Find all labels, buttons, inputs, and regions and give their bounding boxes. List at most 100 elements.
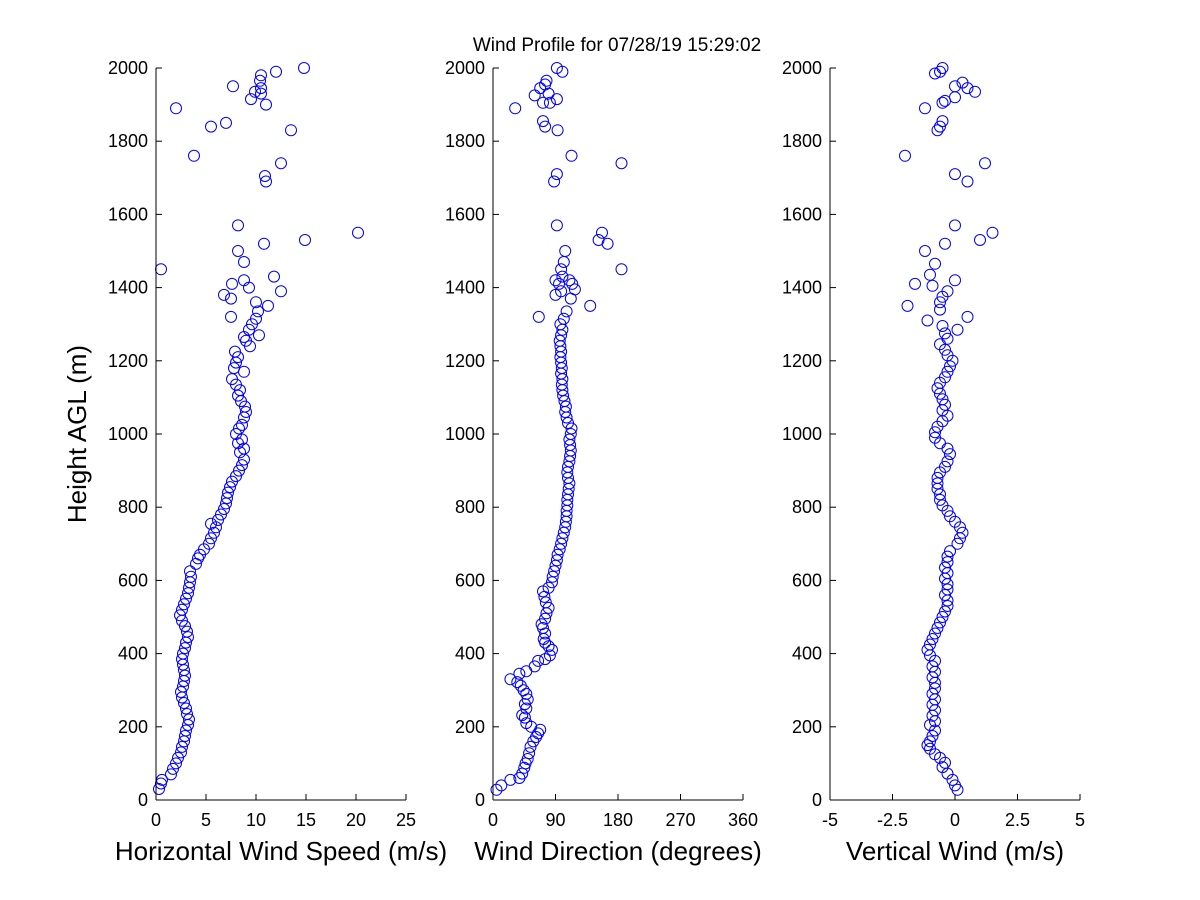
wind-direction-point xyxy=(553,543,566,556)
horizontal-wind-speed-point xyxy=(250,312,262,325)
wind-direction-point xyxy=(537,96,549,109)
vertical-wind-point xyxy=(924,268,936,281)
vertical-wind-point xyxy=(929,682,941,695)
wind-direction-point xyxy=(555,285,568,298)
wind-direction-points xyxy=(490,62,628,796)
horizontal-wind-speed-y-tick-label: 400 xyxy=(118,644,148,664)
horizontal-wind-speed-point xyxy=(259,170,271,182)
horizontal-wind-speed-point xyxy=(205,517,217,530)
vertical-wind-point xyxy=(956,76,969,89)
wind-direction-point xyxy=(521,753,534,765)
horizontal-wind-speed-point xyxy=(298,62,310,74)
vertical-wind-point xyxy=(986,226,999,239)
vertical-wind-point xyxy=(926,660,939,673)
wind-direction-x-tick-label: 360 xyxy=(728,810,758,830)
wind-direction-y-tick-label: 1400 xyxy=(445,278,485,298)
vertical-wind-point xyxy=(949,219,961,232)
horizontal-wind-speed-point xyxy=(258,237,270,250)
horizontal-wind-speed-y-tick-label: 200 xyxy=(118,717,148,737)
horizontal-wind-speed-point xyxy=(181,625,193,638)
horizontal-wind-speed-point xyxy=(180,592,192,605)
vertical-wind-point xyxy=(939,460,951,473)
horizontal-wind-speed-point xyxy=(260,98,272,111)
horizontal-wind-speed-point xyxy=(285,124,297,137)
horizontal-wind-speed-y-tick-label: 1000 xyxy=(108,424,148,444)
vertical-wind-point xyxy=(979,157,991,170)
horizontal-wind-speed-x-tick-label: 5 xyxy=(201,810,211,830)
horizontal-wind-speed-point xyxy=(253,329,265,342)
horizontal-wind-speed-point xyxy=(245,93,257,106)
vertical-wind-point xyxy=(951,537,964,550)
horizontal-wind-speed-point xyxy=(230,428,242,440)
horizontal-wind-speed-point xyxy=(181,708,193,720)
vertical-wind-point xyxy=(929,431,941,444)
horizontal-wind-speed-point xyxy=(172,751,184,764)
horizontal-wind-speed-point xyxy=(218,288,230,301)
horizontal-wind-speed-point xyxy=(230,470,242,483)
vertical-wind-point xyxy=(934,493,946,506)
wind-direction-point xyxy=(559,400,572,413)
vertical-wind-point xyxy=(956,526,969,539)
vertical-wind-point xyxy=(949,779,961,792)
horizontal-wind-speed-point xyxy=(153,783,165,795)
vertical-wind-point xyxy=(934,616,946,629)
vertical-wind-point xyxy=(919,245,931,257)
vertical-wind-point xyxy=(941,365,954,378)
horizontal-wind-speed-point xyxy=(232,219,244,232)
vertical-wind-y-tick-label: 0 xyxy=(812,790,822,810)
wind-direction-point xyxy=(550,93,563,106)
vertical-wind-point xyxy=(931,622,944,634)
wind-direction-y-tick-label: 1000 xyxy=(445,424,485,444)
horizontal-wind-speed-points xyxy=(153,62,364,795)
horizontal-wind-speed-point xyxy=(176,653,188,666)
wind-direction-point xyxy=(537,115,549,128)
vertical-wind-point xyxy=(934,296,946,309)
vertical-wind-x-tick-label: -2.5 xyxy=(877,810,908,830)
wind-direction-point xyxy=(518,711,531,724)
wind-direction-point xyxy=(543,96,556,109)
wind-direction-y-tick-label: 1800 xyxy=(445,131,485,151)
vertical-wind-point xyxy=(921,739,934,752)
vertical-wind-point xyxy=(929,426,941,439)
wind-direction-point xyxy=(562,417,574,429)
vertical-wind-point xyxy=(949,274,961,287)
horizontal-wind-speed-point xyxy=(275,285,287,298)
horizontal-wind-speed-point xyxy=(208,526,220,539)
wind-direction-point xyxy=(518,761,531,774)
wind-direction-point xyxy=(549,274,562,287)
wind-direction-x-tick-label: 180 xyxy=(603,810,633,830)
vertical-wind-point xyxy=(961,175,974,188)
horizontal-wind-speed-point xyxy=(184,565,196,578)
horizontal-wind-speed-point xyxy=(179,730,191,742)
horizontal-wind-speed-point xyxy=(225,292,237,305)
horizontal-wind-speed-y-tick-label: 600 xyxy=(118,570,148,590)
wind-direction-point xyxy=(543,649,556,662)
wind-direction-point xyxy=(504,673,517,686)
figure-title: Wind Profile for 07/28/19 15:29:02 xyxy=(473,35,761,56)
horizontal-wind-speed-y-tick-label: 2000 xyxy=(108,58,148,78)
horizontal-wind-speed-point xyxy=(222,486,234,499)
horizontal-wind-speed-y-tick-label: 1600 xyxy=(108,204,148,224)
horizontal-wind-speed-point xyxy=(165,768,177,781)
horizontal-wind-speed-point xyxy=(232,351,244,364)
wind-direction-y-tick-label: 600 xyxy=(455,570,485,590)
vertical-wind-point xyxy=(936,62,949,74)
wind-direction-axes: 0 90 180 270 360 0 200 400 600 800 1000 1200 1400 160… xyxy=(445,58,758,830)
panel-horizontal-wind-speed: 0 5 10 15 20 25 0 200 400 600 800 1000 1200 1400 1600 1… xyxy=(62,58,447,866)
vertical-wind-point xyxy=(939,371,951,384)
wind-direction-point xyxy=(564,428,577,440)
horizontal-wind-speed-x-tick-label: 25 xyxy=(396,810,416,830)
vertical-wind-y-tick-label: 800 xyxy=(792,497,822,517)
wind-direction-point xyxy=(546,570,559,583)
horizontal-wind-speed-point xyxy=(226,277,238,290)
vertical-wind-point xyxy=(936,393,949,406)
vertical-wind-point xyxy=(926,633,939,645)
vertical-wind-point xyxy=(929,627,941,640)
vertical-wind-y-tick-label: 1000 xyxy=(782,424,822,444)
horizontal-wind-speed-point xyxy=(255,69,267,82)
vertical-wind-x-tick-label: 5 xyxy=(1075,810,1085,830)
vertical-wind-x-tick-label: 0 xyxy=(950,810,960,830)
panel-vertical-wind: -5 -2.5 0 2.5 5 0 200 400 600 800 1000 1200 1400 1600… xyxy=(782,58,1085,866)
wind-direction-point xyxy=(565,149,578,162)
